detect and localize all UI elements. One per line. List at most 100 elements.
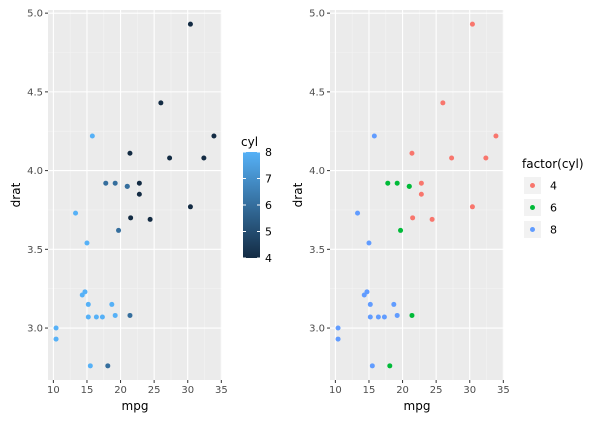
data-point (367, 314, 373, 320)
y-axis-title: drat (291, 182, 305, 207)
data-point (127, 150, 133, 156)
colorbar-tick-label: 4 (265, 252, 272, 265)
legend-entry-label: 6 (550, 202, 557, 215)
data-point (158, 100, 164, 106)
x-tick-label: 10 (329, 385, 342, 396)
data-point (387, 363, 393, 369)
x-tick-label: 10 (47, 385, 60, 396)
data-point (136, 191, 142, 197)
data-point (127, 312, 133, 318)
legend-entry-label: 4 (550, 180, 557, 193)
data-point (82, 289, 88, 295)
x-axis-title: mpg (122, 399, 149, 413)
data-point (449, 155, 455, 161)
y-tick-label: 4.5 (309, 87, 325, 98)
y-tick-label: 3.0 (309, 324, 325, 335)
data-point (147, 216, 153, 222)
data-point (394, 312, 400, 318)
data-point (381, 314, 387, 320)
data-point (187, 204, 193, 210)
legend: cyl 4 5 6 7 8 (241, 135, 272, 265)
data-point (335, 325, 341, 331)
legend-key-point (530, 227, 535, 232)
colorbar-tick-label: 6 (265, 199, 272, 212)
data-point (335, 336, 341, 342)
data-point (124, 183, 130, 189)
y-tick-label: 4.0 (309, 166, 325, 177)
data-point (355, 210, 361, 216)
data-point (409, 150, 415, 156)
data-point (469, 21, 475, 27)
colorbar-tick-label: 7 (265, 173, 272, 186)
y-tick-label: 4.5 (27, 87, 43, 98)
y-tick-label: 3.5 (309, 245, 325, 256)
y-tick-label: 5.0 (309, 9, 325, 20)
data-point (398, 227, 404, 233)
x-tick-label: 20 (114, 385, 127, 396)
data-point (103, 180, 109, 186)
x-tick-label: 30 (181, 385, 194, 396)
data-point (418, 191, 424, 197)
data-point (53, 325, 59, 331)
x-tick-label: 35 (497, 385, 510, 396)
data-point (85, 314, 91, 320)
y-tick-label: 5.0 (27, 9, 43, 20)
data-point (85, 301, 91, 307)
data-point (493, 133, 499, 139)
data-point (87, 363, 93, 369)
data-point (112, 312, 118, 318)
data-point (84, 240, 90, 246)
data-point (406, 183, 412, 189)
data-point (187, 21, 193, 27)
plot-continuous-cyl: 10 15 20 25 30 35 3.0 3.5 4.0 4.5 5.0 mpg drat cyl 4 5 6… (9, 9, 272, 413)
x-tick-label: 25 (430, 385, 443, 396)
x-tick-label: 15 (81, 385, 94, 396)
data-point (105, 363, 111, 369)
x-tick-label: 15 (363, 385, 376, 396)
legend-key-point (530, 205, 535, 210)
data-point (109, 301, 115, 307)
data-point (375, 314, 381, 320)
legend-title: cyl (241, 135, 258, 149)
data-point (53, 336, 59, 342)
legend-entry-label: 8 (550, 224, 557, 237)
data-point (394, 180, 400, 186)
panel-background (48, 10, 222, 380)
data-point (369, 363, 375, 369)
data-point (136, 180, 142, 186)
data-point (409, 312, 415, 318)
x-tick-label: 20 (396, 385, 409, 396)
data-point (429, 216, 435, 222)
legend-key-point (530, 183, 535, 188)
x-tick-label: 25 (148, 385, 161, 396)
y-tick-label: 4.0 (27, 166, 43, 177)
data-point (440, 100, 446, 106)
colorbar-tick-label: 5 (265, 226, 272, 239)
x-tick-label: 35 (215, 385, 228, 396)
y-tick-label: 3.5 (27, 245, 43, 256)
data-point (410, 215, 416, 221)
data-point (167, 155, 173, 161)
data-point (211, 133, 217, 139)
data-point (93, 314, 99, 320)
data-point (483, 155, 489, 161)
data-point (112, 180, 118, 186)
data-point (367, 301, 373, 307)
data-point (385, 180, 391, 186)
data-point (366, 240, 372, 246)
colorbar-tick-label: 8 (265, 146, 272, 159)
legend-title: factor(cyl) (522, 157, 584, 171)
data-point (371, 133, 377, 139)
data-point (116, 227, 122, 233)
data-point (89, 133, 95, 139)
data-point (99, 314, 105, 320)
x-tick-label: 30 (463, 385, 476, 396)
data-point (73, 210, 79, 216)
plot-factor-cyl: 10 15 20 25 30 35 3.0 3.5 4.0 4.5 5.0 mpg drat factor… (291, 9, 584, 413)
y-tick-label: 3.0 (27, 324, 43, 335)
data-point (418, 180, 424, 186)
data-point (391, 301, 397, 307)
data-point (469, 204, 475, 210)
y-axis-title: drat (9, 182, 23, 207)
